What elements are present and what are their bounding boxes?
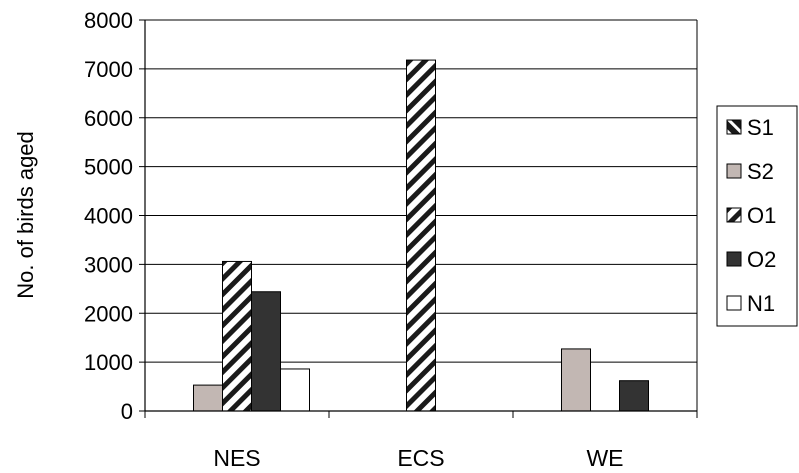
bar-nes-o2 <box>251 291 281 412</box>
y-tick-label-6000: 6000 <box>84 106 133 131</box>
bar-we-s2 <box>561 348 591 412</box>
y-tick-label-2000: 2000 <box>84 301 133 326</box>
legend-swatch-o1 <box>726 207 742 223</box>
tick-labels: 0 1000 2000 3000 4000 5000 6000 7000 8000 <box>84 8 133 424</box>
legend-swatch-s2 <box>726 163 742 179</box>
bar-nes-s2 <box>193 384 223 412</box>
legend-label-o1: O1 <box>747 203 776 228</box>
bars <box>193 59 649 412</box>
legend-swatch-o2 <box>726 251 742 267</box>
legend-label-s2: S2 <box>747 159 774 184</box>
legend-label-o2: O2 <box>747 247 776 272</box>
legend-swatch-s1 <box>726 119 742 135</box>
y-tick-label-1000: 1000 <box>84 350 133 375</box>
y-tick-label-3000: 3000 <box>84 252 133 277</box>
bar-we-o2 <box>619 380 649 412</box>
x-category-label-ecs: ECS <box>397 445 444 471</box>
y-tick-label-7000: 7000 <box>84 57 133 82</box>
bar-nes-o1 <box>222 260 252 412</box>
legend: S1 S2 O1 O2 N1 <box>716 105 798 327</box>
category-labels: NES ECS WE <box>213 445 623 471</box>
x-category-label-nes: NES <box>213 445 260 471</box>
y-tick-label-4000: 4000 <box>84 204 133 229</box>
legend-swatch-n1 <box>726 295 742 311</box>
bar-nes-n1 <box>280 368 310 412</box>
legend-label-n1: N1 <box>747 291 775 316</box>
y-axis-title: No. of birds aged <box>13 131 38 299</box>
axes <box>139 19 698 418</box>
y-tick-label-0: 0 <box>121 399 133 424</box>
legend-label-s1: S1 <box>747 115 774 140</box>
x-category-label-we: WE <box>586 445 623 471</box>
y-tick-label-5000: 5000 <box>84 155 133 180</box>
y-tick-label-8000: 8000 <box>84 8 133 33</box>
bar-ecs-o1 <box>406 59 436 412</box>
